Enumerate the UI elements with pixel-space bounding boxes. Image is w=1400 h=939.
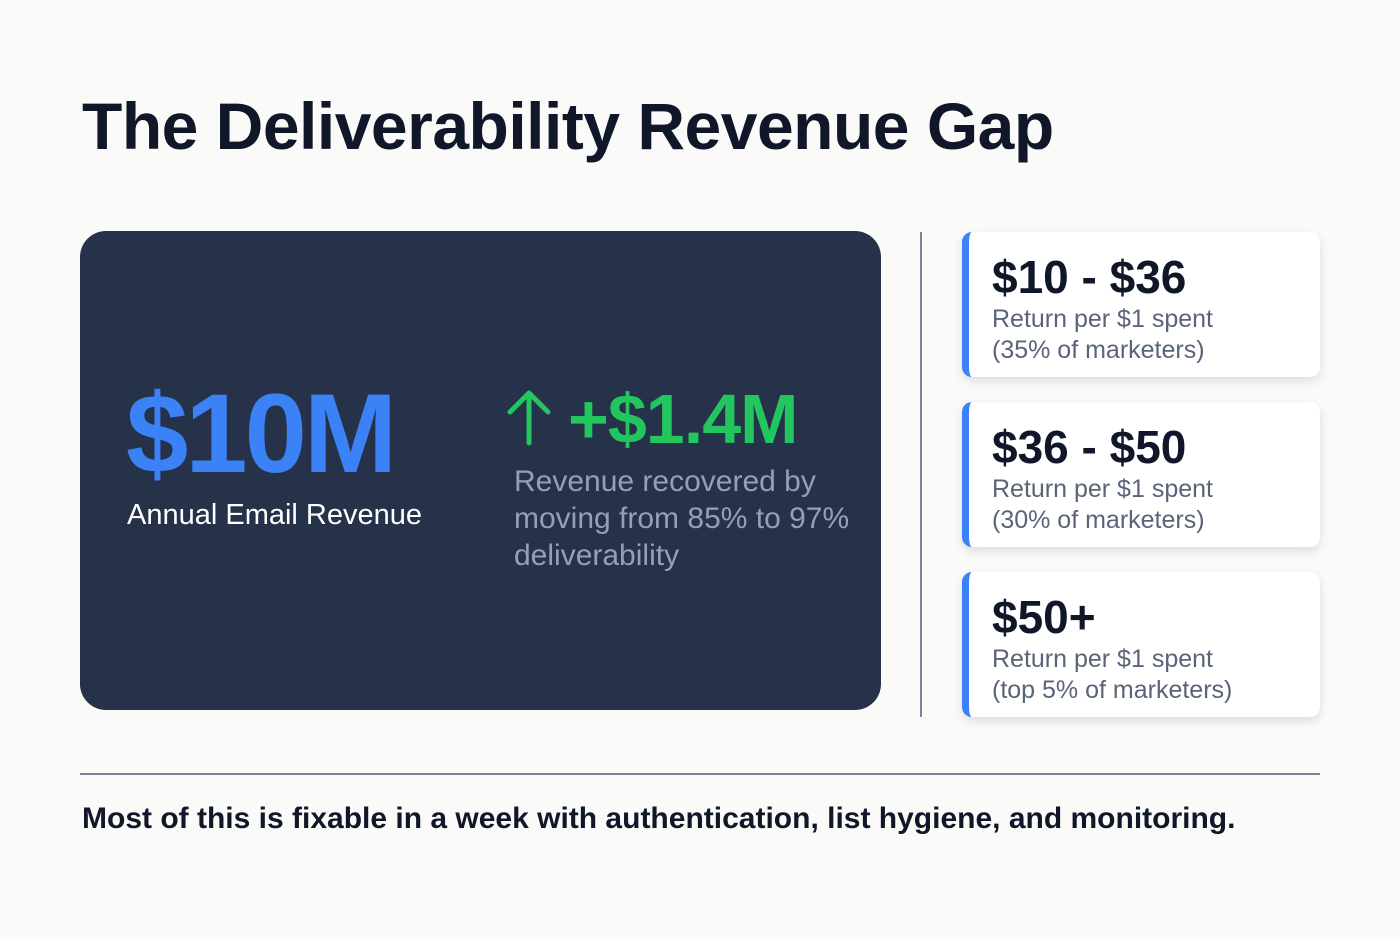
roi-card-value: $36 - $50 <box>992 421 1187 473</box>
revenue-panel: $10M Annual Email Revenue +$1.4M Revenue… <box>80 231 881 710</box>
roi-card-description: Return per $1 spent (30% of marketers) <box>992 474 1213 536</box>
roi-card: $50+ Return per $1 spent (top 5% of marke… <box>962 572 1320 717</box>
roi-card-description: Return per $1 spent (35% of marketers) <box>992 304 1213 366</box>
roi-card-line2: (30% of marketers) <box>992 506 1205 534</box>
roi-card: $36 - $50 Return per $1 spent (30% of mar… <box>962 402 1320 547</box>
annual-revenue-label: Annual Email Revenue <box>127 499 423 531</box>
roi-card-line2: (35% of marketers) <box>992 336 1205 364</box>
roi-card-description: Return per $1 spent (top 5% of marketers) <box>992 644 1232 706</box>
page-title: The Deliverability Revenue Gap <box>82 89 1054 163</box>
revenue-gain: +$1.4M <box>504 379 798 459</box>
vertical-divider <box>920 232 922 717</box>
roi-card: $10 - $36 Return per $1 spent (35% of mar… <box>962 232 1320 377</box>
annual-revenue-value: $10M <box>126 371 397 496</box>
arrow-up-icon <box>504 387 554 452</box>
revenue-gain-description: Revenue recovered by moving from 85% to … <box>514 465 850 572</box>
roi-card-value: $50+ <box>992 591 1096 643</box>
horizontal-divider <box>80 773 1320 775</box>
roi-card-line1: Return per $1 spent <box>992 305 1213 333</box>
roi-card-line2: (top 5% of marketers) <box>992 676 1233 704</box>
roi-card-value: $10 - $36 <box>992 251 1187 303</box>
revenue-gain-value: +$1.4M <box>568 380 798 458</box>
roi-card-line1: Return per $1 spent <box>992 645 1213 673</box>
footer-note: Most of this is fixable in a week with a… <box>82 802 1236 835</box>
roi-card-line1: Return per $1 spent <box>992 475 1213 503</box>
